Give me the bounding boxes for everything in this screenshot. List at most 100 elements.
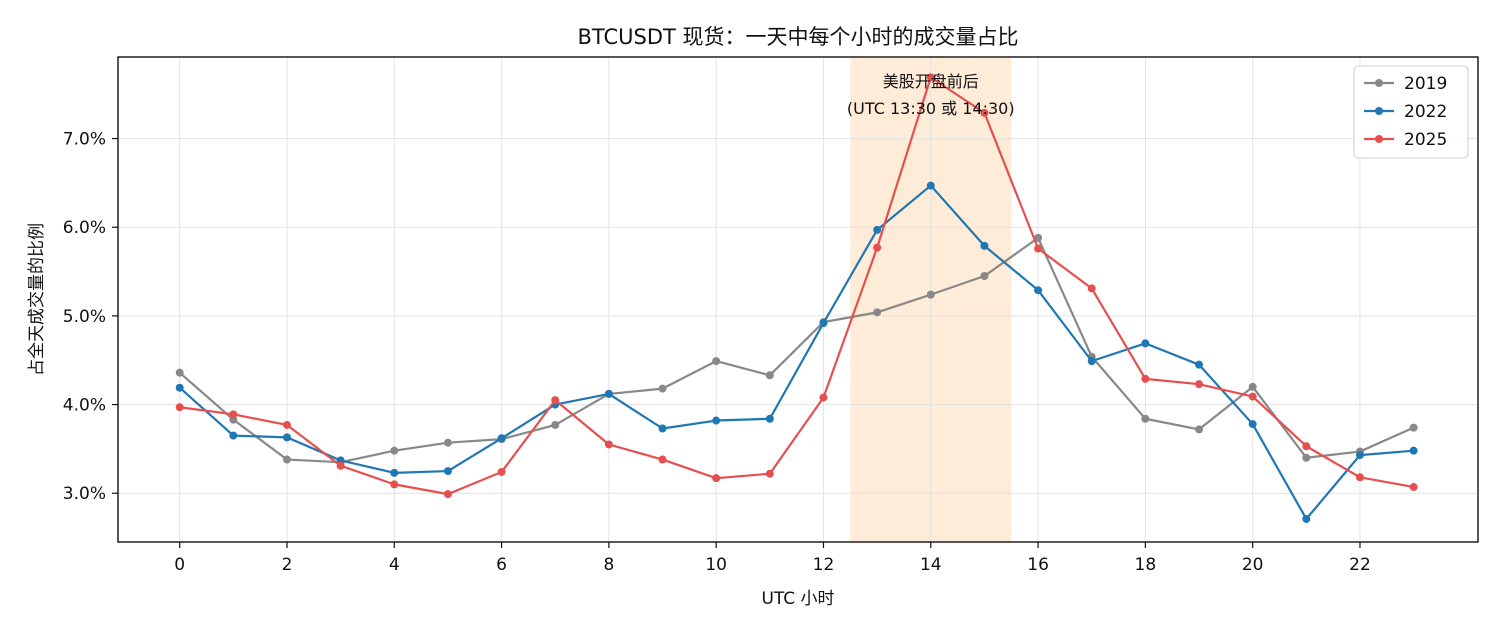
y-tick-label: 7.0%	[63, 130, 106, 150]
data-point-2025	[175, 403, 184, 412]
legend-label: 2022	[1404, 102, 1447, 122]
series-2022	[175, 181, 1418, 523]
data-point-2022	[1141, 339, 1150, 348]
y-tick-label: 6.0%	[63, 218, 106, 238]
data-point-2022	[1302, 514, 1311, 523]
data-point-2022	[926, 181, 935, 190]
x-tick-label: 10	[705, 555, 727, 575]
y-tick-label: 5.0%	[63, 307, 106, 327]
data-point-2022	[873, 225, 882, 234]
legend-label: 2025	[1404, 130, 1447, 150]
data-point-2025	[926, 73, 935, 82]
data-point-2022	[175, 383, 184, 392]
data-point-2022	[604, 389, 613, 398]
data-point-2025	[229, 410, 238, 419]
data-point-2025	[1087, 284, 1096, 293]
data-point-2025	[980, 108, 989, 117]
plot-frame	[117, 56, 1479, 543]
data-point-2019	[1302, 453, 1311, 462]
data-point-2022	[1248, 420, 1257, 429]
data-point-2022	[712, 416, 721, 425]
data-point-2025	[336, 461, 345, 470]
x-axis-label: UTC 小时	[761, 589, 834, 609]
data-point-2019	[1409, 423, 1418, 432]
data-point-2022	[658, 424, 667, 433]
y-tick-label: 3.0%	[63, 484, 106, 504]
data-point-2025	[282, 420, 291, 429]
data-point-2025	[551, 396, 560, 405]
series-line-2019	[178, 236, 1415, 464]
legend-swatch-marker	[1375, 135, 1383, 143]
y-axis-label: 占全天成交量的比例	[27, 223, 47, 376]
data-point-2022	[390, 468, 399, 477]
data-point-2022	[1034, 286, 1043, 295]
x-tick-label: 16	[1027, 555, 1049, 575]
data-point-2025	[1409, 483, 1418, 492]
data-point-2025	[1302, 442, 1311, 451]
series-2019	[175, 233, 1418, 467]
series-line-2022	[178, 184, 1414, 521]
data-point-2022	[443, 467, 452, 476]
legend-item-2022: 2022	[1364, 102, 1447, 122]
data-point-2025	[765, 469, 774, 478]
data-point-2019	[1195, 425, 1204, 434]
x-tick-label: 2	[282, 555, 293, 575]
data-point-2025	[443, 490, 452, 499]
x-tick-label: 14	[920, 555, 942, 575]
data-point-2025	[658, 455, 667, 464]
legend-item-2019: 2019	[1364, 74, 1447, 94]
data-point-2019	[873, 308, 882, 317]
data-point-2019	[1248, 382, 1257, 391]
data-point-2019	[282, 455, 291, 464]
data-point-2025	[712, 474, 721, 483]
series-2025	[175, 73, 1418, 499]
data-point-2019	[712, 357, 721, 366]
data-point-2022	[819, 318, 828, 327]
data-point-2019	[175, 368, 184, 377]
data-point-2025	[819, 393, 828, 402]
x-tick-label: 6	[496, 555, 507, 575]
legend-box	[1353, 65, 1469, 159]
x-tick-label: 12	[813, 555, 835, 575]
data-point-2019	[551, 420, 560, 429]
data-point-2025	[497, 467, 506, 476]
data-point-2019	[443, 438, 452, 447]
data-point-2019	[926, 290, 935, 299]
data-point-2025	[1195, 380, 1204, 389]
data-point-2019	[980, 272, 989, 281]
data-point-2022	[980, 241, 989, 250]
x-tick-label: 4	[389, 555, 400, 575]
data-point-2022	[282, 433, 291, 442]
data-point-2022	[1087, 357, 1096, 366]
data-point-2022	[765, 414, 774, 423]
data-point-2025	[390, 480, 399, 489]
data-point-2019	[658, 384, 667, 393]
data-point-2019	[1034, 233, 1043, 242]
legend-label: 2019	[1404, 74, 1447, 94]
data-point-2022	[497, 434, 506, 443]
data-point-2025	[1355, 473, 1364, 482]
x-tick-label: 0	[174, 555, 185, 575]
data-point-2019	[390, 446, 399, 455]
x-tick-label: 8	[603, 555, 614, 575]
data-point-2022	[1195, 360, 1204, 369]
data-point-2022	[1355, 451, 1364, 460]
data-point-2025	[873, 243, 882, 252]
annotation-line: (UTC 13:30 或 14:30)	[847, 99, 1015, 118]
x-tick-label: 22	[1349, 555, 1371, 575]
legend-swatch-marker	[1375, 79, 1383, 87]
annotation-line: 美股开盘前后	[883, 72, 979, 91]
data-point-2022	[229, 431, 238, 440]
x-tick-label: 20	[1242, 555, 1264, 575]
x-tick-label: 18	[1135, 555, 1157, 575]
data-point-2025	[604, 440, 613, 449]
chart-title: BTCUSDT 现货：一天中每个小时的成交量占比	[577, 25, 1018, 49]
legend-swatch-marker	[1375, 107, 1383, 115]
data-point-2022	[1409, 446, 1418, 455]
y-tick-label: 4.0%	[63, 396, 106, 416]
data-point-2025	[1034, 244, 1043, 253]
legend-item-2025: 2025	[1364, 130, 1447, 150]
data-point-2025	[1141, 374, 1150, 383]
data-point-2025	[1248, 392, 1257, 401]
